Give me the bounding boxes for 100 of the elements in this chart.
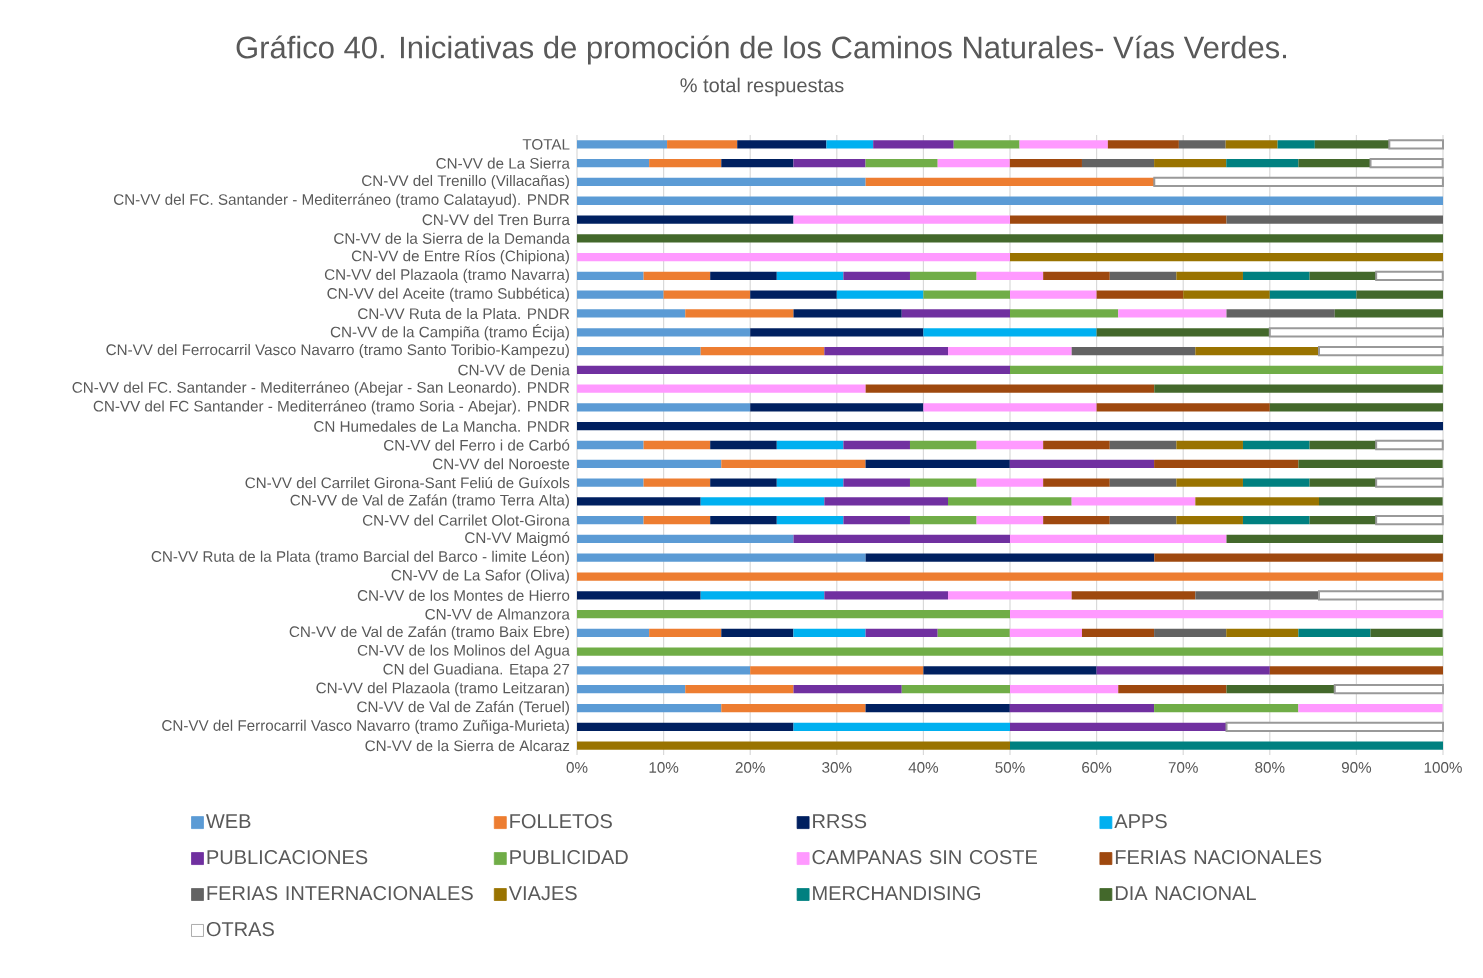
bar	[1269, 666, 1443, 675]
x-tick-label: 20%	[735, 762, 765, 773]
bar	[865, 384, 1155, 393]
bar	[667, 140, 738, 149]
bar	[1298, 159, 1371, 168]
bar	[1242, 516, 1310, 525]
bar	[1309, 516, 1377, 525]
bar	[577, 703, 722, 713]
bar	[793, 159, 866, 168]
bar	[1176, 478, 1243, 487]
bar	[824, 346, 948, 356]
bar	[643, 478, 711, 487]
bar	[776, 440, 844, 450]
bar	[577, 666, 751, 675]
bar	[1226, 628, 1299, 638]
bar	[710, 478, 777, 487]
bar	[1195, 346, 1319, 356]
bar	[909, 478, 977, 487]
bar	[1298, 459, 1443, 468]
bar	[577, 177, 866, 187]
bar	[1242, 440, 1310, 450]
bar	[865, 459, 1010, 468]
bar	[923, 328, 1097, 337]
bar	[865, 628, 938, 638]
bar	[1043, 516, 1110, 525]
bar	[1071, 497, 1196, 506]
y-tick-label: CN-VV del FC Santander - Mediterráneo (tramo Soria - Abejar). PNDR	[93, 400, 570, 415]
bar	[577, 440, 644, 450]
bar	[577, 516, 644, 525]
bar	[1118, 685, 1227, 694]
bar	[1309, 440, 1377, 450]
x-tick-label: 30%	[822, 762, 852, 773]
bar	[1043, 440, 1110, 450]
bar	[1010, 290, 1097, 299]
bar	[649, 628, 722, 638]
y-tick-label: TOTAL	[522, 138, 570, 150]
bar	[1010, 365, 1443, 374]
bar	[1154, 628, 1227, 638]
bar	[937, 159, 1010, 168]
bar	[577, 309, 686, 318]
bar	[710, 440, 777, 450]
bar	[1154, 553, 1443, 562]
bar	[737, 140, 827, 149]
bar	[1176, 440, 1243, 450]
bar	[577, 290, 664, 299]
legend-label: OTRAS	[206, 922, 274, 937]
bar	[1081, 159, 1155, 168]
bar	[865, 177, 1155, 187]
y-tick-label: CN-VV de Entre Ríos (Chipiona)	[351, 249, 569, 265]
y-tick-label: CN Humedales de La Mancha. PNDR	[314, 420, 570, 432]
bar	[1317, 590, 1444, 601]
bar	[663, 290, 751, 299]
y-tick-label: CN-VV Maigmó	[465, 531, 570, 547]
bar	[776, 516, 844, 525]
y-tick-label: CN-VV de Val de Zafán (Teruel)	[357, 700, 569, 716]
bar	[1010, 215, 1227, 224]
bar	[953, 140, 1020, 149]
bar	[1096, 290, 1184, 299]
y-tick-label: CN-VV de la Sierra de la Demanda	[334, 232, 570, 244]
bar	[1009, 159, 1082, 168]
bar	[577, 346, 701, 356]
bar	[1153, 176, 1444, 188]
bar	[1314, 140, 1390, 149]
bar	[793, 309, 902, 318]
bar	[976, 516, 1044, 525]
bar	[577, 609, 1010, 619]
y-tick-label: CN-VV del FC. Santander - Mediterráneo (tramo Calatayud). PNDR	[113, 193, 570, 208]
bar	[1309, 271, 1377, 281]
bar	[1043, 478, 1110, 487]
bar	[1268, 327, 1444, 338]
bar	[577, 497, 701, 506]
bar	[577, 140, 668, 149]
bar	[1242, 478, 1310, 487]
x-tick-label: 60%	[1082, 762, 1112, 773]
bar	[577, 459, 722, 468]
legend-label: APPS	[1114, 814, 1167, 829]
bar	[1176, 271, 1243, 281]
bar	[1375, 270, 1444, 282]
bar	[710, 516, 777, 525]
bar	[1369, 158, 1444, 169]
bar	[577, 215, 794, 224]
bar	[948, 591, 1072, 600]
bar	[1154, 159, 1227, 168]
y-tick-label: CN-VV del Carrilet Girona-Sant Feliú de Guíxols	[245, 476, 570, 489]
bar	[865, 159, 938, 168]
bar	[1195, 591, 1319, 600]
y-tick-label: CN-VV de los Molinos del Agua	[357, 644, 570, 659]
bar	[1071, 591, 1196, 600]
bar	[1269, 290, 1357, 299]
bar	[1154, 703, 1299, 713]
bar	[1109, 271, 1177, 281]
bar	[750, 328, 924, 337]
x-tick-label: 70%	[1168, 762, 1198, 773]
bar	[1298, 703, 1443, 713]
bar	[793, 628, 866, 638]
bar	[1309, 478, 1377, 487]
bar	[826, 140, 874, 149]
bar	[843, 440, 910, 450]
bar	[1009, 459, 1155, 468]
bar	[577, 572, 1443, 581]
